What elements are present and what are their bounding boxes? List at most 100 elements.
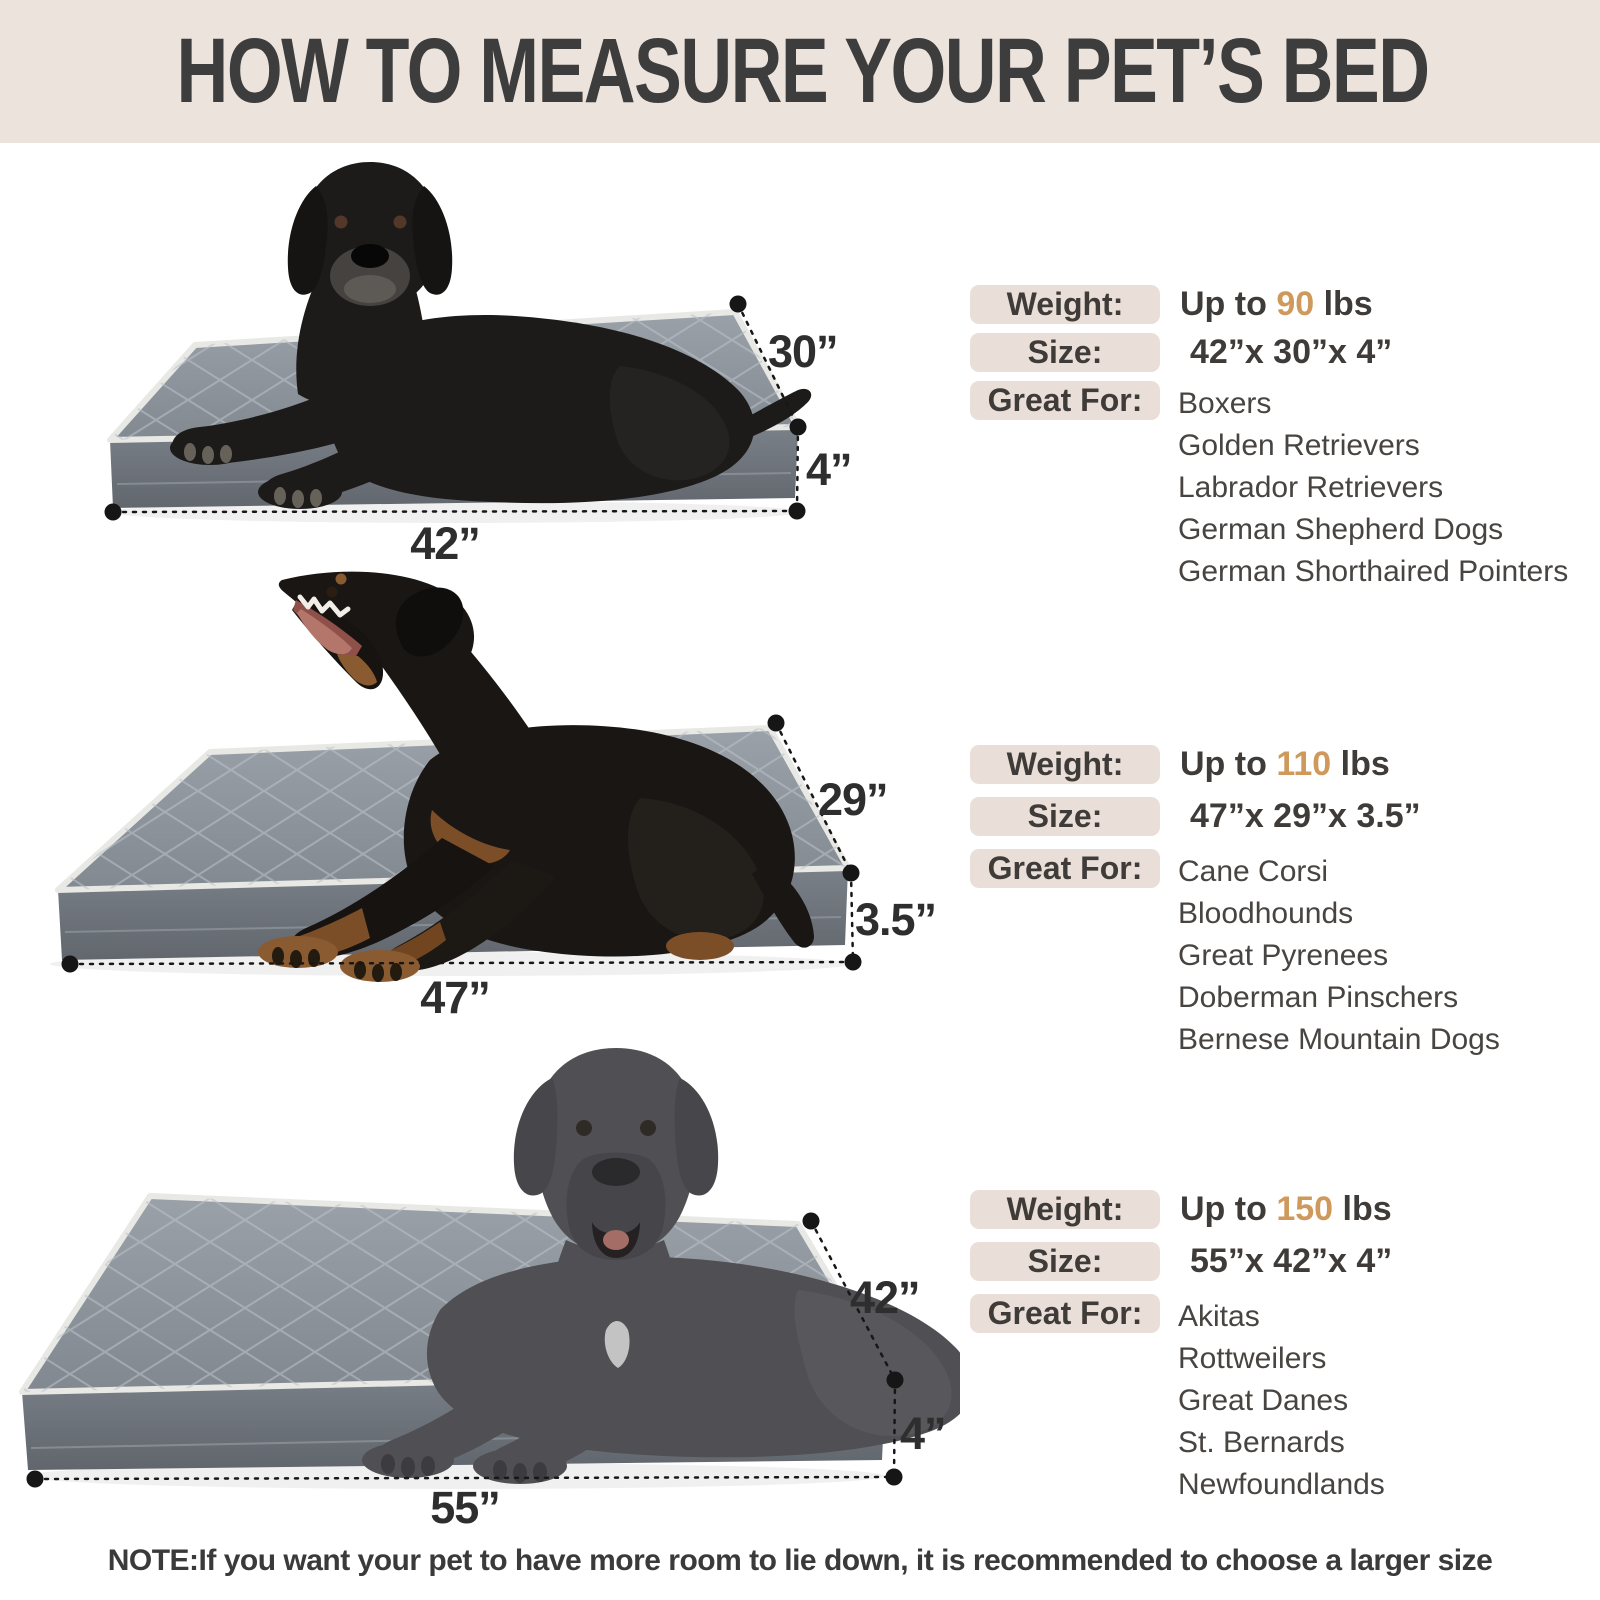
- dog-eye: [640, 1120, 656, 1136]
- breed-item: Great Pyrenees: [1178, 939, 1389, 972]
- breed-item: Boxers: [1178, 387, 1272, 420]
- dog-ear: [395, 587, 464, 657]
- size-value: 42”x 30”x 4”: [1190, 333, 1393, 371]
- dog-teeth: [297, 594, 351, 618]
- measure-line-height: [892, 1378, 897, 1479]
- dog-great-dane-illustration: [362, 1048, 960, 1484]
- breed-item: Newfoundlands: [1178, 1468, 1385, 1501]
- weight-prefix: Up to: [1180, 745, 1267, 783]
- page-title: HOW TO MEASURE YOUR PET’S BED: [176, 20, 1430, 122]
- breed-list: Boxers Golden Retrievers Labrador Retrieve…: [1178, 383, 1568, 593]
- great-for-label-pill: Great For:: [970, 1294, 1160, 1333]
- breed-item: German Shorthaired Pointers: [1178, 555, 1569, 588]
- weight-prefix: Up to: [1180, 285, 1267, 323]
- size-label-pill: Size:: [970, 797, 1160, 836]
- bed-illustration-large: [50, 571, 862, 982]
- weight-label-pill: Weight:: [970, 285, 1160, 324]
- dog-eye: [334, 215, 348, 229]
- dog-chest-marking: [604, 1321, 630, 1368]
- weight-number: 90: [1276, 285, 1315, 323]
- dog-ear: [412, 186, 453, 295]
- weight-prefix: Up to: [1180, 1190, 1267, 1228]
- weight-number: 110: [1276, 745, 1332, 783]
- dog-doberman-illustration: [258, 571, 814, 982]
- dog-haunch: [794, 1290, 952, 1437]
- dog-haunch: [609, 366, 730, 481]
- weight-value: Up to 150 lbs: [1180, 1189, 1392, 1230]
- bed-illustration-medium: [104, 162, 812, 523]
- dim-height-label: 4”: [900, 1408, 947, 1459]
- measure-line-height: [849, 871, 855, 964]
- measure-line-width: [111, 509, 799, 514]
- footer-note: NOTE:If you want your pet to have more r…: [107, 1544, 1493, 1577]
- weight-unit: lbs: [1342, 1190, 1392, 1228]
- dog-chin-marking: [337, 654, 377, 686]
- size-label-pill: Size:: [970, 333, 1160, 372]
- dog-front-leg: [376, 1360, 572, 1470]
- breed-item: Rottweilers: [1178, 1342, 1327, 1375]
- dog-labrador-illustration: [170, 162, 812, 509]
- measure-line-width: [68, 960, 855, 966]
- breed-item: Doberman Pinschers: [1178, 981, 1459, 1014]
- dog-nose: [592, 1158, 640, 1186]
- weight-unit: lbs: [1323, 285, 1373, 323]
- dog-nose: [351, 244, 389, 268]
- great-for-label-pill: Great For:: [970, 381, 1160, 420]
- weight-label-pill: Weight:: [970, 1190, 1160, 1229]
- measurement-dots-xlarge: [26, 1212, 904, 1488]
- dog-tongue: [603, 1230, 629, 1250]
- breed-item: German Shepherd Dogs: [1178, 513, 1504, 546]
- dim-depth-label: 42”: [850, 1272, 921, 1323]
- breed-item: Bloodhounds: [1178, 897, 1354, 930]
- weight-label-pill: Weight:: [970, 745, 1160, 784]
- measure-line-depth: [774, 721, 853, 875]
- weight-number: 150: [1276, 1190, 1334, 1228]
- dog-neck: [541, 1240, 686, 1387]
- weight-value: Up to 90 lbs: [1180, 284, 1373, 325]
- size-label-pill: Size:: [970, 1242, 1160, 1281]
- measure-line-depth: [809, 1219, 897, 1382]
- dog-eye: [326, 586, 338, 598]
- dog-ear: [674, 1078, 719, 1196]
- dog-toes: [381, 1454, 547, 1483]
- weight-value: Up to 110 lbs: [1180, 744, 1390, 785]
- dim-width-label: 47”: [420, 972, 491, 1023]
- great-for-label-pill: Great For:: [970, 849, 1160, 888]
- dog-eye: [576, 1120, 592, 1136]
- measurement-dots-large: [61, 714, 862, 973]
- measure-line-width: [33, 1475, 896, 1481]
- dim-depth-label: 30”: [768, 326, 839, 377]
- breed-item: Akitas: [1178, 1300, 1260, 1333]
- dog-tongue: [297, 609, 352, 655]
- dog-ear: [513, 1078, 558, 1196]
- dog-haunch: [627, 798, 764, 941]
- size-value: 55”x 42”x 4”: [1190, 1242, 1393, 1280]
- weight-unit: lbs: [1340, 745, 1390, 783]
- dog-ear: [287, 186, 328, 295]
- measure-line-depth: [736, 302, 800, 429]
- dog-hind-paw: [666, 932, 734, 960]
- dog-muzzle: [566, 1152, 666, 1260]
- measurement-dots-medium: [104, 295, 807, 521]
- dog-muzzle-gray: [344, 275, 396, 303]
- dog-tail: [752, 862, 814, 948]
- dog-toes: [184, 443, 322, 508]
- dog-brow-marking: [335, 573, 347, 585]
- breed-list: Akitas Rottweilers Great Danes St. Bernards…: [1178, 1296, 1385, 1506]
- measurement-lines-large: [68, 721, 855, 966]
- breed-item: St. Bernards: [1178, 1426, 1345, 1459]
- breed-item: Cane Corsi: [1178, 855, 1329, 888]
- dim-height-label: 3.5”: [855, 894, 937, 945]
- measure-line-height: [795, 425, 800, 513]
- dog-eye: [393, 215, 407, 229]
- bed-illustration-xlarge: [19, 1048, 960, 1489]
- dim-height-label: 4”: [806, 444, 853, 495]
- dim-depth-label: 29”: [818, 774, 889, 825]
- dim-width-label: 42”: [410, 518, 481, 569]
- size-value: 47”x 29”x 3.5”: [1190, 797, 1421, 835]
- measurement-lines-xlarge: [33, 1219, 897, 1481]
- breed-item: Great Danes: [1178, 1384, 1349, 1417]
- header-banner: HOW TO MEASURE YOUR PET’S BED: [0, 0, 1600, 143]
- bed-shadow: [25, 1463, 885, 1489]
